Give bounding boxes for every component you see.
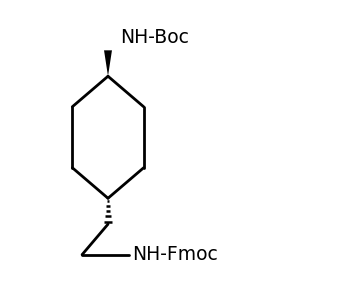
Text: NH-Boc: NH-Boc <box>120 28 189 47</box>
Text: NH-Fmoc: NH-Fmoc <box>132 245 218 264</box>
Polygon shape <box>104 50 112 76</box>
